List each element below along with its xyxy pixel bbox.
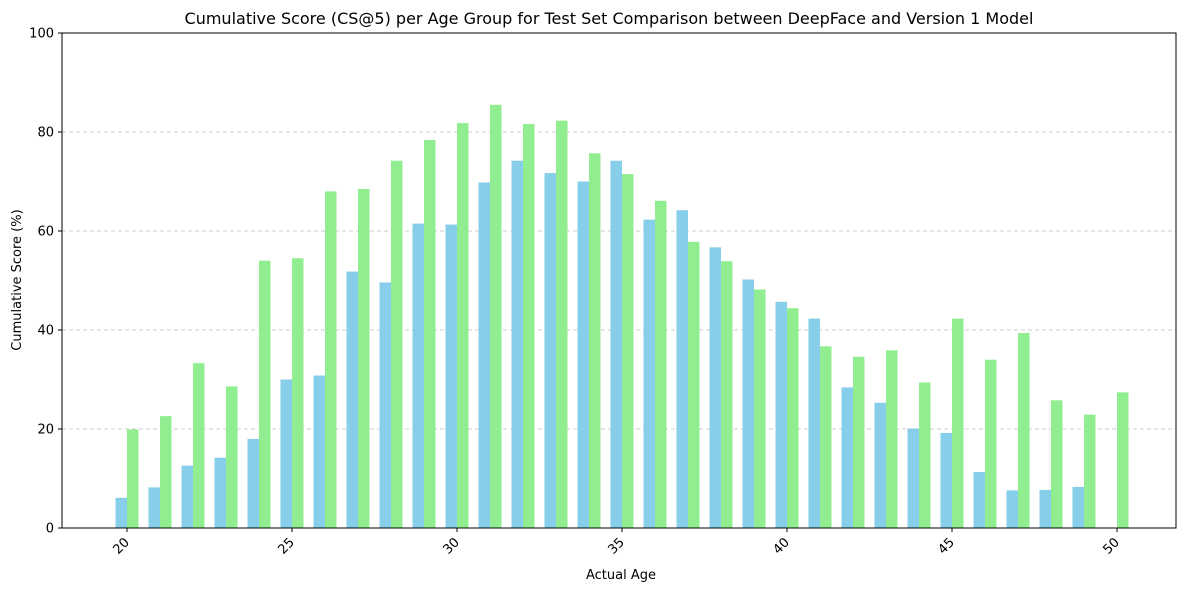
bar-series-1 <box>940 432 952 528</box>
bar-series-1 <box>643 219 655 529</box>
bar-series-2 <box>523 124 535 528</box>
bar-series-2 <box>919 382 931 528</box>
bar-series-1 <box>1039 489 1051 528</box>
bar-series-2 <box>490 104 502 529</box>
plot-frame <box>61 32 1177 529</box>
bar-series-2 <box>655 200 667 528</box>
bar-series-1 <box>907 428 919 528</box>
bar-series-2 <box>358 188 370 529</box>
bar-series-1 <box>808 318 820 528</box>
bar-series-2 <box>787 308 799 528</box>
bars <box>115 104 1129 529</box>
bar-series-2 <box>292 258 304 528</box>
bar-series-1 <box>1072 486 1084 528</box>
bar-series-1 <box>280 379 292 528</box>
bar-series-1 <box>346 271 358 528</box>
x-tick-label: 35 <box>606 535 628 557</box>
x-axis-title: Actual Age <box>586 568 656 583</box>
x-tick-label: 20 <box>111 535 133 557</box>
bar-series-1 <box>1006 490 1018 528</box>
y-tick-label: 60 <box>37 225 54 240</box>
bar-series-2 <box>688 241 700 528</box>
bar-series-1 <box>742 279 754 528</box>
x-tick-label: 40 <box>771 535 793 557</box>
y-tick-label: 0 <box>46 522 54 537</box>
bar-series-2 <box>985 359 997 528</box>
bar-series-1 <box>544 173 556 528</box>
bar-series-2 <box>1117 392 1129 528</box>
bar-series-2 <box>589 153 601 528</box>
bar-series-2 <box>424 139 436 529</box>
bar-series-1 <box>214 457 226 528</box>
bar-series-2 <box>259 260 271 528</box>
bar-series-2 <box>391 160 403 528</box>
bar-series-1 <box>412 223 424 528</box>
x-tick-label: 50 <box>1101 535 1123 557</box>
bar-series-1 <box>181 465 193 528</box>
bar-series-2 <box>193 363 205 528</box>
bar-series-2 <box>160 416 172 528</box>
y-tick-label: 20 <box>37 423 54 438</box>
y-tick-label: 40 <box>37 324 54 339</box>
bar-series-1 <box>511 160 523 528</box>
bar-series-1 <box>445 224 457 528</box>
bar-series-1 <box>577 181 589 528</box>
bar-series-1 <box>709 247 721 528</box>
bar-series-1 <box>478 182 490 529</box>
bar-series-1 <box>676 210 688 528</box>
y-tick-label: 100 <box>29 27 54 42</box>
bar-series-1 <box>379 282 391 528</box>
y-axis-title: Cumulative Score (%) <box>10 209 25 350</box>
bar-series-1 <box>841 387 853 528</box>
bar-series-2 <box>1018 332 1030 528</box>
bar-series-2 <box>457 123 469 528</box>
bar-series-1 <box>313 375 325 528</box>
bar-series-1 <box>973 472 985 528</box>
bar-series-2 <box>127 429 139 528</box>
bar-series-2 <box>754 289 766 528</box>
x-tick-label: 45 <box>936 535 958 557</box>
bar-series-1 <box>247 438 259 528</box>
bar-series-1 <box>874 402 886 528</box>
bar-series-2 <box>853 356 865 528</box>
bar-series-2 <box>1051 400 1063 528</box>
x-tick-label: 25 <box>276 535 298 557</box>
bar-series-2 <box>721 261 733 528</box>
y-axis: 0 20 40 60 80 100 <box>29 27 62 537</box>
chart-title: Cumulative Score (CS@5) per Age Group fo… <box>185 9 1034 28</box>
x-axis: 20 25 30 35 40 45 50 <box>111 528 1123 558</box>
bar-series-1 <box>610 160 622 528</box>
y-tick-label: 80 <box>37 126 54 141</box>
bar-series-1 <box>115 497 127 528</box>
bar-series-2 <box>226 386 238 528</box>
bar-series-2 <box>556 120 568 529</box>
bar-series-1 <box>775 301 787 528</box>
bar-series-2 <box>622 174 634 528</box>
bar-series-2 <box>1084 414 1096 528</box>
bar-series-2 <box>952 318 964 528</box>
bar-series-1 <box>148 487 160 528</box>
bar-series-2 <box>820 346 832 528</box>
bar-series-2 <box>325 191 337 528</box>
x-tick-label: 30 <box>441 535 463 557</box>
bar-series-2 <box>886 350 898 528</box>
